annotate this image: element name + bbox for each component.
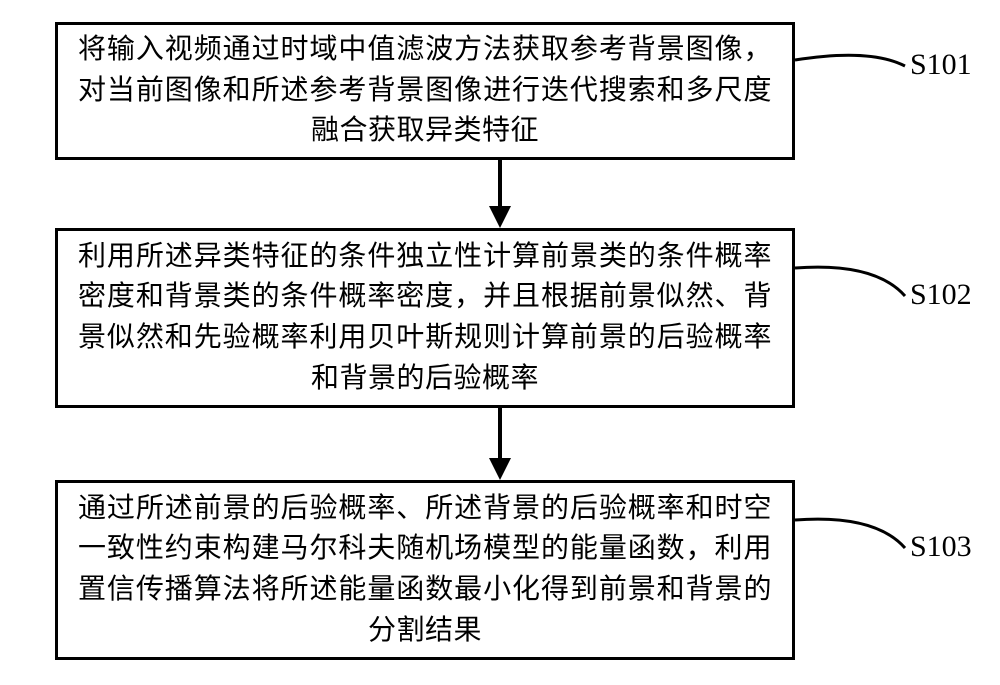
step-text-s102: 利用所述异类特征的条件独立性计算前景类的条件概率密度和背景类的条件概率密度，并且… xyxy=(78,237,772,399)
step-text-s103: 通过所述前景的后验概率、所述背景的后验概率和时空一致性约束构建马尔科夫随机场模型… xyxy=(78,489,772,651)
flowchart-canvas: 将输入视频通过时域中值滤波方法获取参考背景图像，对当前图像和所述参考背景图像进行… xyxy=(0,0,1000,685)
step-label-s101: S101 xyxy=(910,48,972,82)
step-label-s103: S103 xyxy=(910,530,972,564)
step-text-s101: 将输入视频通过时域中值滤波方法获取参考背景图像，对当前图像和所述参考背景图像进行… xyxy=(78,30,772,152)
arrow-s102-s103 xyxy=(0,408,1000,480)
step-box-s103: 通过所述前景的后验概率、所述背景的后验概率和时空一致性约束构建马尔科夫随机场模型… xyxy=(55,480,795,660)
step-box-s102: 利用所述异类特征的条件独立性计算前景类的条件概率密度和背景类的条件概率密度，并且… xyxy=(55,228,795,408)
arrow-s101-s102 xyxy=(0,160,1000,228)
step-label-s102: S102 xyxy=(910,278,972,312)
step-box-s101: 将输入视频通过时域中值滤波方法获取参考背景图像，对当前图像和所述参考背景图像进行… xyxy=(55,22,795,160)
